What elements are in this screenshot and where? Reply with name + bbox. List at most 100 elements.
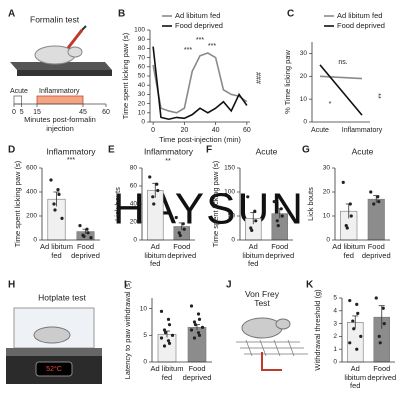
phase-label: Acute xyxy=(10,88,28,95)
panel-title: Von Frey Test xyxy=(244,289,280,308)
data-point xyxy=(356,311,360,315)
x-tick-label: Food deprived xyxy=(265,242,295,260)
data-point xyxy=(52,202,56,206)
data-point xyxy=(275,219,279,223)
data-point xyxy=(49,178,53,182)
y-tick-label: 30 xyxy=(138,91,146,98)
y-tick-label: 80 xyxy=(138,45,146,52)
series-line xyxy=(319,64,363,116)
data-point xyxy=(162,328,167,332)
y-axis-label: Latency to paw withdrawal (s) xyxy=(123,280,132,379)
y-tick-label: 400 xyxy=(26,189,37,196)
data-point xyxy=(352,327,356,331)
data-point xyxy=(192,320,197,324)
data-point xyxy=(192,336,197,340)
panel-title: Formalin test xyxy=(30,14,80,24)
bar xyxy=(367,198,385,241)
annotation: *** xyxy=(196,37,204,44)
y-tick-label: 20 xyxy=(300,73,308,80)
legend-label: Food deprived xyxy=(337,21,385,30)
data-point xyxy=(174,215,178,220)
x-tick-label: Food deprived xyxy=(361,242,391,260)
table xyxy=(10,62,112,70)
annotation: *** xyxy=(208,43,216,50)
y-tick-label: 30 xyxy=(300,50,308,57)
y-tick-label: 0 xyxy=(303,119,307,126)
y-tick-label: 0 xyxy=(231,237,235,244)
mouse xyxy=(241,317,283,339)
temperature: 52°C xyxy=(46,365,62,373)
data-point xyxy=(85,227,89,231)
data-point xyxy=(355,302,359,306)
annotation: ** xyxy=(374,93,381,99)
y-tick-label: 90 xyxy=(138,36,146,43)
y-tick-label: 20 xyxy=(323,189,331,196)
y-tick-label: 5 xyxy=(333,295,337,302)
y-tick-label: 50 xyxy=(228,213,236,220)
annotation: ### xyxy=(254,72,261,84)
data-point xyxy=(196,312,201,316)
y-axis-label: Lick bouts xyxy=(306,187,315,221)
data-point xyxy=(196,331,201,335)
mouse xyxy=(33,326,71,344)
data-point xyxy=(197,317,202,321)
panel-letter: G xyxy=(302,145,310,156)
timeline-tick-label: 0 xyxy=(12,109,16,116)
legend-label: Ad libitum fed xyxy=(175,11,220,20)
syringe-plunger xyxy=(81,25,87,31)
data-point xyxy=(82,234,86,238)
data-point xyxy=(162,344,167,348)
data-point xyxy=(276,224,280,228)
x-tick-label: Food deprived xyxy=(182,364,212,382)
data-point xyxy=(280,214,284,218)
panel-letter: D xyxy=(8,145,15,156)
y-tick-label: 5 xyxy=(143,332,147,339)
von-frey-filament xyxy=(261,352,282,371)
y-tick-label: 70 xyxy=(138,54,146,61)
data-point xyxy=(57,192,61,196)
watermark: HAYSUN xyxy=(113,185,305,234)
data-point xyxy=(279,207,283,211)
data-point xyxy=(253,209,257,213)
y-tick-label: 10 xyxy=(323,213,331,220)
panel-title: Hotplate test xyxy=(38,292,86,302)
syringe xyxy=(66,29,84,49)
data-point xyxy=(246,195,250,199)
data-point xyxy=(348,298,352,303)
y-tick-label: 0 xyxy=(143,359,147,366)
data-point xyxy=(345,226,349,230)
data-point xyxy=(167,323,172,327)
panel-letter: A xyxy=(8,9,15,20)
annotation: *** xyxy=(184,47,192,54)
data-point xyxy=(166,339,171,343)
panel-letter: J xyxy=(226,280,232,291)
y-tick-label: 40 xyxy=(130,201,138,208)
x-tick-label: Acute xyxy=(311,127,329,134)
y-tick-label: 600 xyxy=(26,165,37,172)
y-axis-label: Time spent licking paw (s) xyxy=(211,160,220,247)
bar xyxy=(147,190,164,241)
annotation: * xyxy=(329,101,332,108)
x-tick-label: Ad libitum fed xyxy=(144,242,167,268)
y-tick-label: 60 xyxy=(130,183,138,190)
y-axis-label: % Time licking paw xyxy=(283,50,292,114)
data-point xyxy=(159,336,164,340)
y-tick-label: 60 xyxy=(138,64,146,71)
x-tick-label: Ad libitum fed xyxy=(344,364,367,390)
data-point xyxy=(167,341,172,345)
data-point xyxy=(156,188,160,193)
hotplate-top xyxy=(6,348,102,356)
x-tick-label: Food deprived xyxy=(71,242,100,260)
data-point xyxy=(178,233,182,238)
table-edge xyxy=(17,70,112,76)
x-tick-label: Food deprived xyxy=(367,364,397,382)
y-tick-label: 4 xyxy=(333,308,337,315)
timeline-tick-label: 60 xyxy=(102,109,110,116)
y-tick-label: 0 xyxy=(33,237,37,244)
timeline-tick-label: 5 xyxy=(20,109,24,116)
data-point xyxy=(159,309,164,313)
x-tick-label: 40 xyxy=(212,127,220,134)
data-point xyxy=(166,317,171,321)
data-point xyxy=(53,208,57,212)
